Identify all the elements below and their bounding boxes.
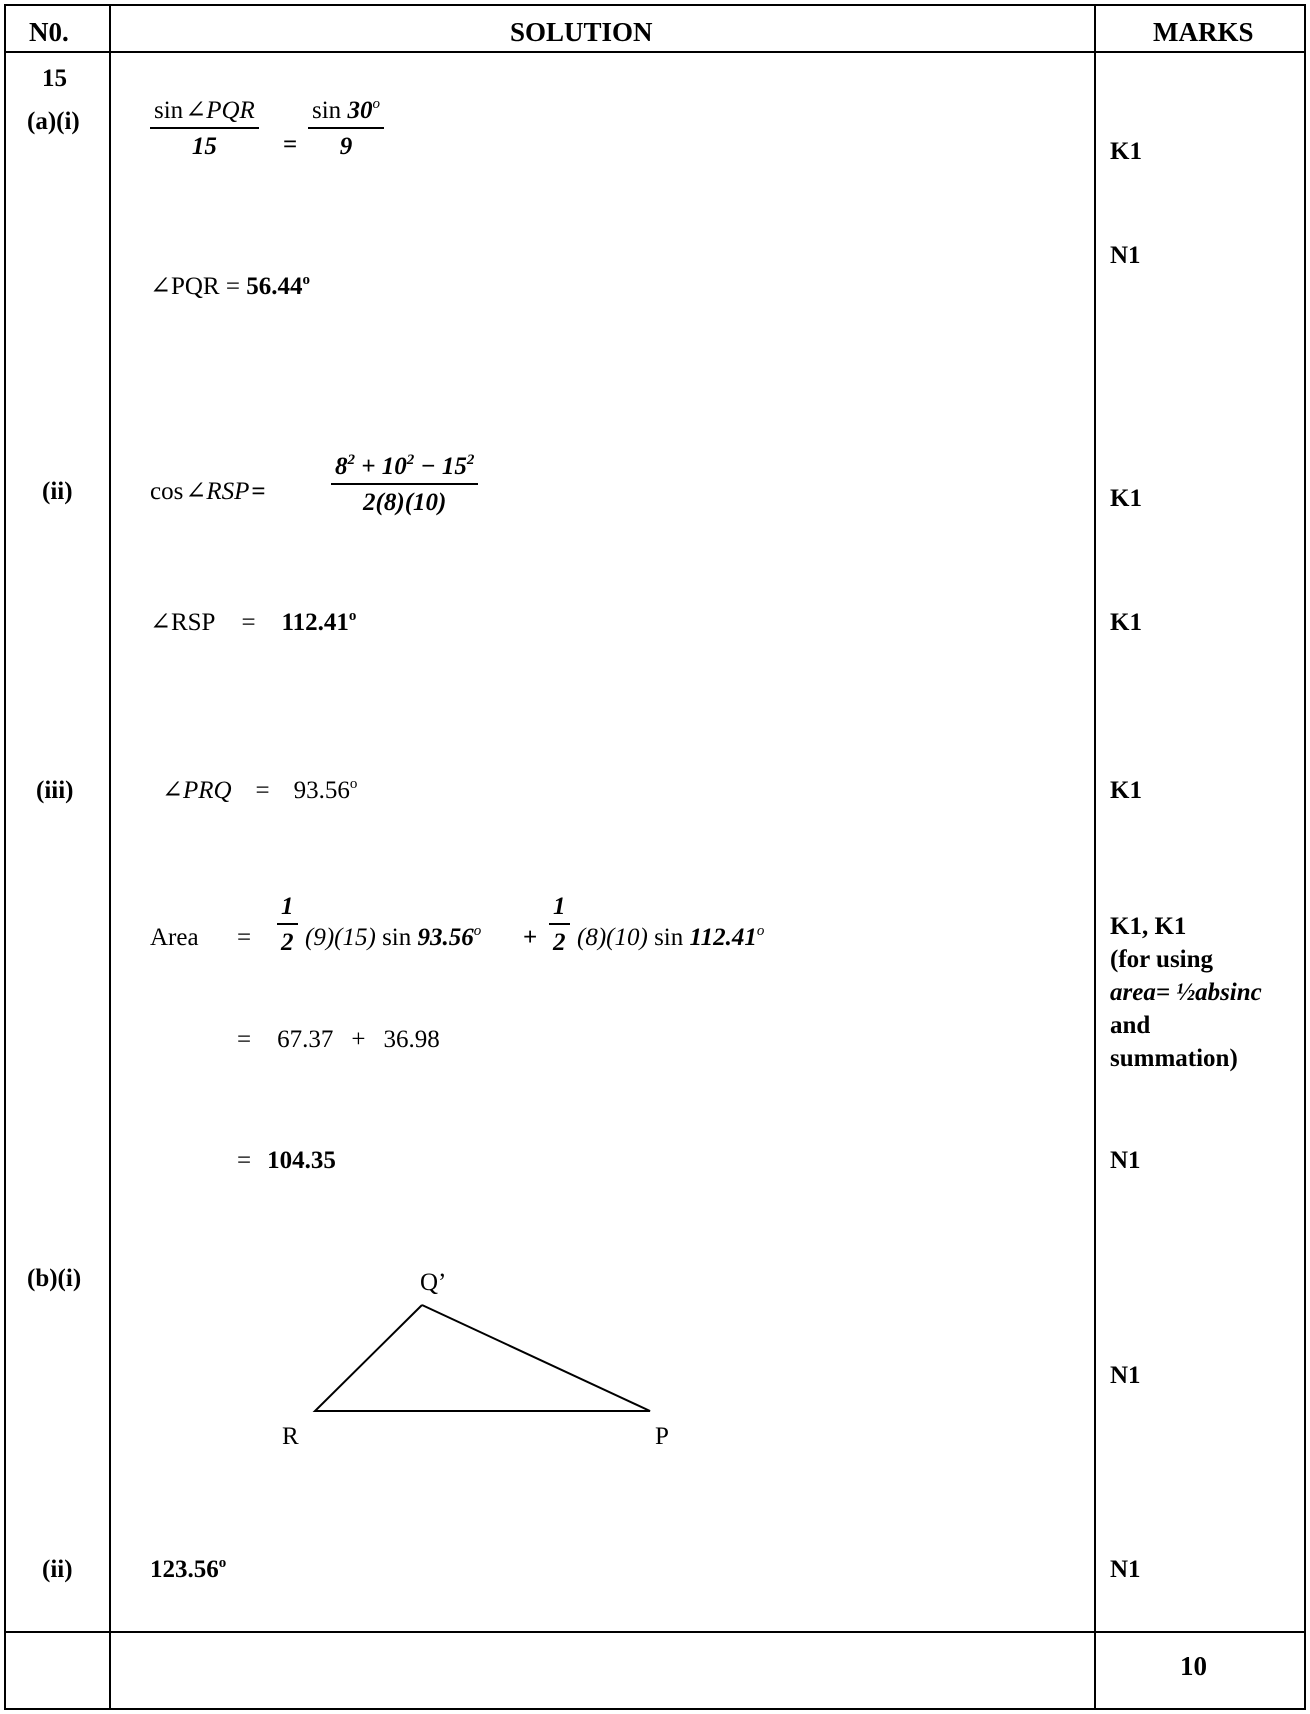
mark-area-note-1: (for using bbox=[1110, 946, 1214, 973]
cosine-rule-fraction: 82 + 102 − 152 2(8)(10) bbox=[331, 453, 479, 515]
total-marks: 10 bbox=[1180, 1651, 1207, 1681]
vertex-label-r: R bbox=[282, 1423, 299, 1450]
area-line-3: = 104.35 bbox=[237, 1147, 336, 1174]
mark-area-note-4: summation) bbox=[1110, 1045, 1238, 1072]
area-term-1: (9)(15) sin 93.56o bbox=[305, 923, 482, 951]
half-fraction-1: 1 2 bbox=[277, 894, 298, 955]
part-a-ii-label: (ii) bbox=[42, 478, 73, 505]
mark-b-i-n1: N1 bbox=[1110, 1362, 1141, 1389]
vertex-label-q: Q’ bbox=[420, 1269, 447, 1296]
sine-rule-equals: = bbox=[283, 131, 298, 158]
area-term-2: (8)(10) sin 112.41o bbox=[577, 923, 765, 951]
sine-rule-left-fraction: sin ∠PQR 15 bbox=[150, 98, 259, 159]
mark-a-iii-k1: K1 bbox=[1110, 777, 1142, 804]
sine-rule-right-fraction: sin 30o 9 bbox=[308, 97, 384, 159]
angle-rsp-result: ∠RSP = 112.41o bbox=[150, 608, 357, 636]
mark-a-ii-k1-second: K1 bbox=[1110, 609, 1142, 636]
mark-b-ii-n1: N1 bbox=[1110, 1556, 1141, 1583]
mark-area-note-2: area= ½absinc bbox=[1110, 979, 1262, 1006]
cosine-rule-lhs: cos ∠RSP= bbox=[150, 478, 266, 505]
part-b-ii-label: (ii) bbox=[42, 1556, 73, 1583]
area-equals: = bbox=[237, 924, 252, 951]
answer-b-ii: 123.56o bbox=[150, 1555, 227, 1583]
triangle-shape bbox=[312, 1304, 651, 1412]
mark-a-i-n1: N1 bbox=[1110, 242, 1141, 269]
angle-prq-value: ∠PRQ = 93.56o bbox=[162, 776, 358, 804]
part-a-iii-label: (iii) bbox=[36, 777, 74, 804]
area-line-2: = 67.37 +36.98 bbox=[237, 1026, 440, 1053]
area-label: Area bbox=[150, 924, 199, 951]
mark-a-ii-k1: K1 bbox=[1110, 485, 1142, 512]
angle-pqr-result: ∠PQR = 56.44o bbox=[150, 272, 310, 300]
mark-area-k1-k1: K1, K1 bbox=[1110, 913, 1187, 940]
part-a-i-label: (a)(i) bbox=[27, 108, 80, 135]
part-b-i-label: (b)(i) bbox=[27, 1265, 82, 1292]
header-solution: SOLUTION bbox=[510, 17, 653, 47]
question-number: 15 bbox=[42, 65, 67, 92]
vertex-label-p: P bbox=[655, 1423, 669, 1450]
header-no: N0. bbox=[29, 17, 69, 47]
half-fraction-2: 1 2 bbox=[549, 894, 570, 955]
mark-a-i-k1: K1 bbox=[1110, 138, 1142, 165]
header-marks: MARKS bbox=[1153, 17, 1254, 47]
mark-area-n1: N1 bbox=[1110, 1147, 1141, 1174]
mark-area-note-3: and bbox=[1110, 1012, 1151, 1039]
area-plus: + bbox=[523, 924, 538, 951]
